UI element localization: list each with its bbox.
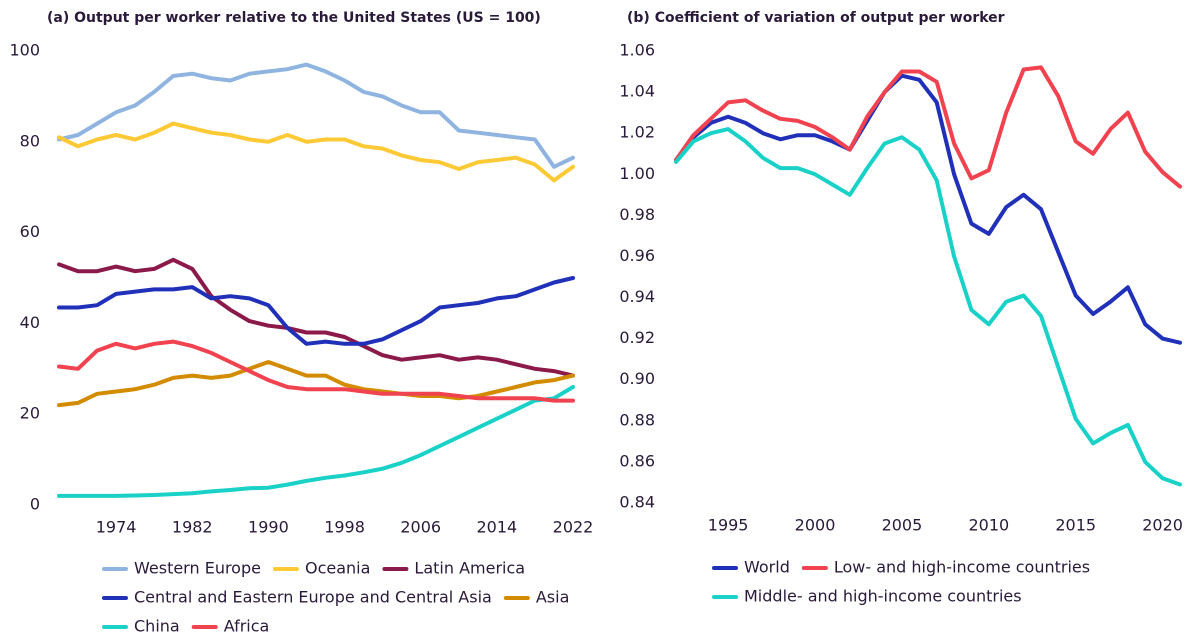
x-tick-label: 1982 bbox=[172, 518, 213, 537]
x-tick-label: 2014 bbox=[476, 518, 517, 537]
x-tick-label: 2000 bbox=[795, 516, 836, 535]
x-tick-label: 2015 bbox=[1055, 516, 1096, 535]
y-tick-label: 1.06 bbox=[619, 41, 655, 60]
series-line bbox=[57, 121, 575, 183]
x-tick-label: 1974 bbox=[96, 518, 137, 537]
y-tick-label: 0.84 bbox=[619, 493, 655, 512]
legend-label: Low- and high-income countries bbox=[834, 558, 1090, 577]
y-tick-label: 1.00 bbox=[619, 164, 655, 183]
y-tick-label: 20 bbox=[20, 404, 40, 423]
series-line bbox=[57, 360, 575, 408]
y-tick-label: 0.88 bbox=[619, 410, 655, 429]
series-line bbox=[57, 257, 575, 378]
series-line bbox=[57, 339, 575, 403]
legend-label: Africa bbox=[224, 617, 270, 636]
y-tick-label: 60 bbox=[20, 222, 40, 241]
y-tick-label: 1.04 bbox=[619, 82, 655, 101]
y-tick-label: 0.92 bbox=[619, 328, 655, 347]
chart-title: (b) Coefficient of variation of output p… bbox=[627, 10, 1005, 26]
x-tick-label: 2006 bbox=[400, 518, 441, 537]
y-tick-label: 0.94 bbox=[619, 287, 655, 306]
series-line bbox=[57, 276, 575, 346]
x-tick-label: 1990 bbox=[248, 518, 289, 537]
legend-label: Oceania bbox=[305, 559, 370, 578]
y-tick-label: 80 bbox=[20, 131, 40, 150]
y-tick-label: 40 bbox=[20, 313, 40, 332]
chart-title: (a) Output per worker relative to the Un… bbox=[47, 10, 541, 26]
x-tick-label: 2022 bbox=[553, 518, 594, 537]
y-tick-label: 0.90 bbox=[619, 369, 655, 388]
x-tick-label: 2010 bbox=[968, 516, 1009, 535]
series-line bbox=[674, 65, 1182, 189]
x-tick-label: 2005 bbox=[882, 516, 923, 535]
y-tick-label: 0.98 bbox=[619, 205, 655, 224]
series-line bbox=[57, 62, 575, 169]
y-tick-label: 0.96 bbox=[619, 246, 655, 265]
y-tick-label: 0 bbox=[30, 495, 40, 514]
legend-label: Middle- and high-income countries bbox=[744, 587, 1022, 606]
legend-label: Central and Eastern Europe and Central A… bbox=[134, 588, 492, 607]
x-tick-label: 1998 bbox=[324, 518, 365, 537]
series-line bbox=[57, 385, 575, 498]
y-tick-label: 1.02 bbox=[619, 123, 655, 142]
legend-label: Western Europe bbox=[134, 559, 261, 578]
x-tick-label: 1995 bbox=[708, 516, 749, 535]
series-line bbox=[674, 127, 1182, 487]
y-tick-label: 100 bbox=[9, 41, 40, 60]
legend-label: Asia bbox=[536, 588, 570, 607]
y-tick-label: 0.86 bbox=[619, 451, 655, 470]
x-tick-label: 2020 bbox=[1142, 516, 1183, 535]
legend-label: World bbox=[744, 558, 790, 577]
legend-label: China bbox=[134, 617, 180, 636]
series-line bbox=[674, 73, 1182, 345]
legend-label: Latin America bbox=[414, 559, 525, 578]
